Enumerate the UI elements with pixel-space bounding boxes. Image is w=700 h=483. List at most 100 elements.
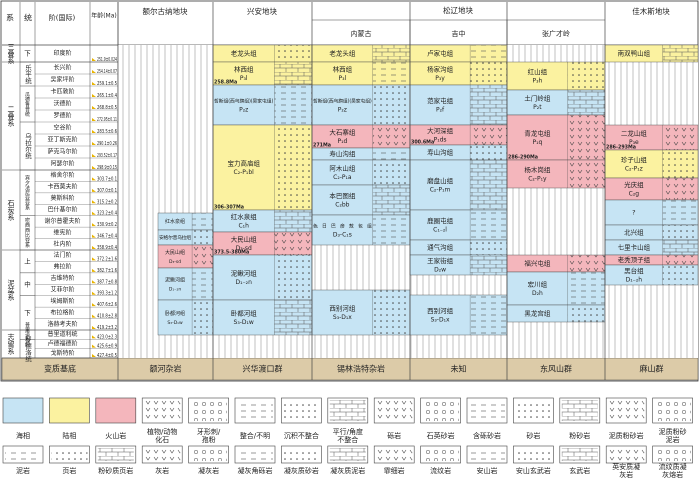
legend-label: 流纹质凝灰熔岩 (659, 462, 687, 479)
stage-age: 298.9±0.15 (97, 165, 117, 171)
stage-age: 358.9±0.4 (97, 245, 117, 251)
legend-pattern (329, 448, 366, 461)
lithology (372, 160, 410, 185)
formation-name: 寿山沟组 (329, 149, 356, 158)
stage-label: 长兴阶 (53, 64, 71, 72)
stage-label: 埃姆斯阶 (50, 297, 74, 305)
formation-name: 磨盘山组 (427, 176, 454, 185)
formation-code: C₁₋₂l (433, 227, 447, 234)
golden-spike (92, 82, 96, 85)
basement-name: 额河杂岩 (150, 364, 182, 374)
stage-age: 268.8±0.5 (97, 105, 117, 111)
legend-pattern (144, 400, 181, 421)
lithology (470, 125, 507, 145)
legend-label: 凝灰质砂岩 (284, 466, 319, 475)
legend-pattern (51, 448, 88, 461)
legend-label: 泥质粉砂泥岩 (659, 427, 687, 444)
legend-pattern (237, 448, 273, 461)
legend-pattern (329, 400, 366, 421)
lithology (662, 225, 698, 240)
legend-label: 安山岩 (477, 466, 498, 475)
golden-spike (92, 142, 96, 145)
formation-name: 王家街组 (427, 256, 454, 265)
legend-pattern (561, 400, 598, 421)
formation-code: S₃-D₁w (167, 320, 183, 326)
lithology (372, 290, 410, 335)
stage-age: 427.4±0.5 (97, 353, 117, 359)
legend-label: 牙形刺/孢粉 (197, 427, 221, 444)
legend-pattern (608, 400, 645, 421)
stage-label: 卢德福德阶 (47, 340, 77, 348)
formation-code: P₁q (532, 139, 542, 146)
golden-spike (92, 246, 96, 249)
golden-spike (92, 118, 96, 121)
legend-pattern (469, 448, 505, 461)
stage-label: 萨克马尔阶 (47, 148, 77, 156)
formation-name: 大民山组 (231, 235, 258, 244)
formation-name: 黑龙宫组 (524, 309, 551, 318)
header-age: 年龄(Ma) (91, 12, 117, 20)
legend-swatch (95, 397, 137, 424)
lithology (274, 85, 312, 125)
golden-spike (92, 58, 96, 61)
legend-label: 泥岩 (16, 466, 30, 475)
formation-code: C₂-P₁a (333, 174, 352, 181)
golden-spike (92, 188, 96, 192)
stage-label: 戈斯特阶 (50, 349, 74, 357)
stage-age: 425.6±0.9 (97, 344, 117, 350)
stage-label: 吉维特阶 (50, 274, 74, 282)
legend-label: 海相 (16, 431, 30, 440)
formation-name: 土门岭组 (524, 94, 551, 103)
golden-spike (92, 130, 96, 133)
formation-code: S₃-D₁x (333, 314, 352, 321)
stage-age: 290.1±0.26 (97, 141, 117, 147)
series-label: 宾夕法尼亚亚系 (24, 175, 30, 211)
formation-name: 通气沟组 (427, 243, 454, 252)
legend-label: 灰岩 (155, 466, 169, 475)
formation-name: 泥鳅河组 (165, 277, 185, 284)
basement-name: 未知 (451, 364, 467, 374)
legend-pattern (608, 448, 645, 461)
stage-age: 407.6±2.6 (97, 302, 117, 308)
legend-label: 平行/角度不整合 (333, 427, 363, 444)
system-label: 泥盆系 (7, 280, 15, 301)
golden-spike (92, 211, 96, 215)
stage-label: 巴什基尔阶 (47, 206, 77, 214)
formation-code: P₂f (436, 107, 445, 114)
legend-pattern (283, 448, 320, 461)
legend-pattern (97, 448, 134, 461)
stage-label: 吴家坪阶 (50, 76, 74, 84)
lithology (470, 85, 507, 125)
formation-name: 卢家屯组 (427, 49, 454, 58)
lithology (662, 45, 698, 62)
formation-name: 范家屯组 (427, 96, 454, 105)
stage-label: 沃德阶 (53, 100, 71, 108)
legend-label: 石英砂岩 (427, 431, 455, 440)
basement-label: 变质基底 (44, 364, 76, 374)
lithology (470, 240, 507, 255)
lithology (372, 62, 410, 85)
lithology (470, 160, 507, 210)
legend-pattern (654, 448, 691, 461)
header-series: 统 (24, 13, 32, 23)
header-system: 系 (6, 13, 14, 23)
lithology (192, 300, 213, 335)
formation-age: 258.8Ma (214, 80, 237, 86)
formation-code: S₃-D₁x (431, 317, 450, 324)
formation-name: 哲斯组(西乌旗组)(吴家屯组) (214, 98, 274, 105)
formation-name: 红山组 (528, 67, 548, 76)
formation-name: 阿木山组 (329, 164, 356, 173)
legend-label: 粉砂岩 (569, 431, 590, 440)
golden-spike (92, 326, 96, 329)
stage-label: 罗德阶 (53, 112, 71, 120)
series-label: 下 (24, 50, 31, 58)
lithology (470, 210, 507, 240)
series-label: 罗德洛统 (24, 335, 32, 363)
lithology (372, 215, 410, 245)
stage-age: 372.2±1.6 (97, 256, 117, 262)
golden-spike (92, 200, 96, 204)
legend-pattern (376, 400, 413, 421)
golden-spike (92, 303, 96, 307)
formation-name: 大民山组 (165, 249, 185, 256)
